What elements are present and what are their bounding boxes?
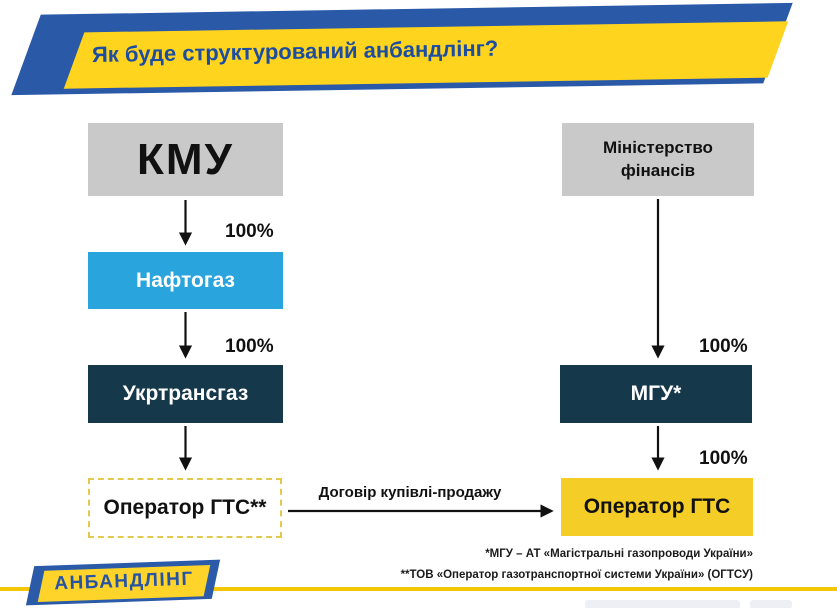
bottom-accent-line <box>0 587 837 591</box>
footnotes: *МГУ – АТ «Магістральні газопроводи Укра… <box>401 544 753 586</box>
node-mgu-label: МГУ* <box>630 382 682 405</box>
node-ministry-of-finance-label: Міністерство фінансів <box>603 137 713 180</box>
node-kmu-label: КМУ <box>137 134 234 184</box>
node-ukrtransgaz: Укртрансгаз <box>88 365 283 423</box>
cutoff-footer-mark <box>585 600 740 608</box>
edge-label-minfin-mgu: 100% <box>699 336 748 357</box>
edge-label-mgu-operator: 100% <box>699 448 748 469</box>
footnote-mgu: *МГУ – АТ «Магістральні газопроводи Укра… <box>485 548 753 560</box>
node-operator-gts: Оператор ГТС <box>561 478 753 536</box>
edge-label-naftogaz-ukrtransgaz: 100% <box>225 336 274 357</box>
edge-label-sale-contract: Договір купівлі-продажу <box>318 484 502 501</box>
cutoff-footer-mark <box>750 600 792 608</box>
node-operator-gts-planned-label: Оператор ГТС** <box>103 496 267 519</box>
node-operator-gts-label: Оператор ГТС <box>583 495 731 518</box>
node-ministry-of-finance: Міністерство фінансів <box>562 123 754 196</box>
node-mgu: МГУ* <box>560 365 752 423</box>
node-kmu: КМУ <box>88 123 283 196</box>
edge-label-kmu-naftogaz: 100% <box>225 221 274 242</box>
node-ukrtransgaz-label: Укртрансгаз <box>122 382 249 405</box>
node-naftogaz-label: Нафтогаз <box>136 268 235 292</box>
node-naftogaz: Нафтогаз <box>88 252 283 309</box>
node-operator-gts-planned: Оператор ГТС** <box>88 478 282 538</box>
footnote-ogtsu: **ТОВ «Оператор газотранспортної системи… <box>400 569 753 581</box>
